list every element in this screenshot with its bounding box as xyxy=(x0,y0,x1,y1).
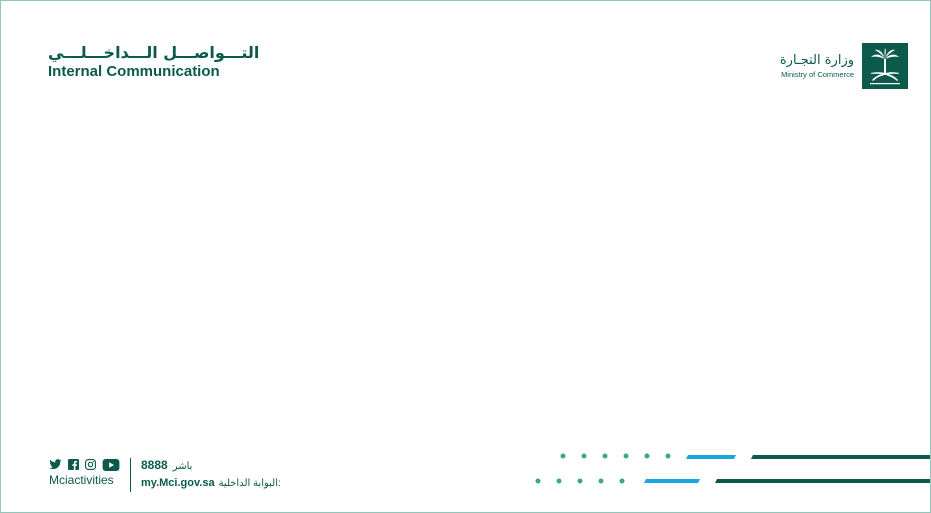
portal-row: my.Mci.gov.sa البوابة الداخلية: xyxy=(141,475,281,492)
facebook-icon[interactable] xyxy=(68,459,79,470)
department-title-arabic: التـــواصـــل الـــداخـــلـــي xyxy=(48,43,260,62)
dot-row-top xyxy=(560,453,671,459)
green-stripe-bottom xyxy=(715,479,930,483)
ministry-name: وزارة التجـارة Ministry of Commerce xyxy=(780,52,854,80)
ministry-name-english: Ministry of Commerce xyxy=(781,70,854,79)
ministry-name-arabic: وزارة التجـارة xyxy=(779,53,854,68)
portal-label: البوابة الداخلية: xyxy=(218,478,281,489)
blue-stripe-bottom xyxy=(644,479,700,483)
portal-link[interactable]: my.Mci.gov.sa xyxy=(141,477,215,489)
contact-block: 8888 باشر my.Mci.gov.sa البوابة الداخلية… xyxy=(131,458,281,492)
youtube-icon[interactable] xyxy=(102,458,120,471)
saudi-emblem-icon xyxy=(862,43,908,89)
ministry-logo: وزارة التجـارة Ministry of Commerce xyxy=(780,43,908,89)
footer-contact: Mciactivities 8888 باشر my.Mci.gov.sa ال… xyxy=(49,458,281,492)
social-handle[interactable]: Mciactivities xyxy=(49,473,114,487)
social-icons xyxy=(49,458,120,471)
bashir-label: باشر xyxy=(172,461,193,472)
social-block: Mciactivities xyxy=(49,458,131,492)
bashir-number: 8888 xyxy=(141,458,168,472)
twitter-icon[interactable] xyxy=(49,459,62,470)
blue-stripe-top xyxy=(686,455,736,459)
department-brand: التـــواصـــل الـــداخـــلـــي Internal … xyxy=(48,43,259,81)
green-stripe-top xyxy=(751,455,930,459)
dot-row-bottom xyxy=(535,478,625,484)
department-title-english: Internal Communication xyxy=(48,63,220,80)
bashir-row: 8888 باشر xyxy=(141,458,281,474)
instagram-icon[interactable] xyxy=(85,459,96,470)
